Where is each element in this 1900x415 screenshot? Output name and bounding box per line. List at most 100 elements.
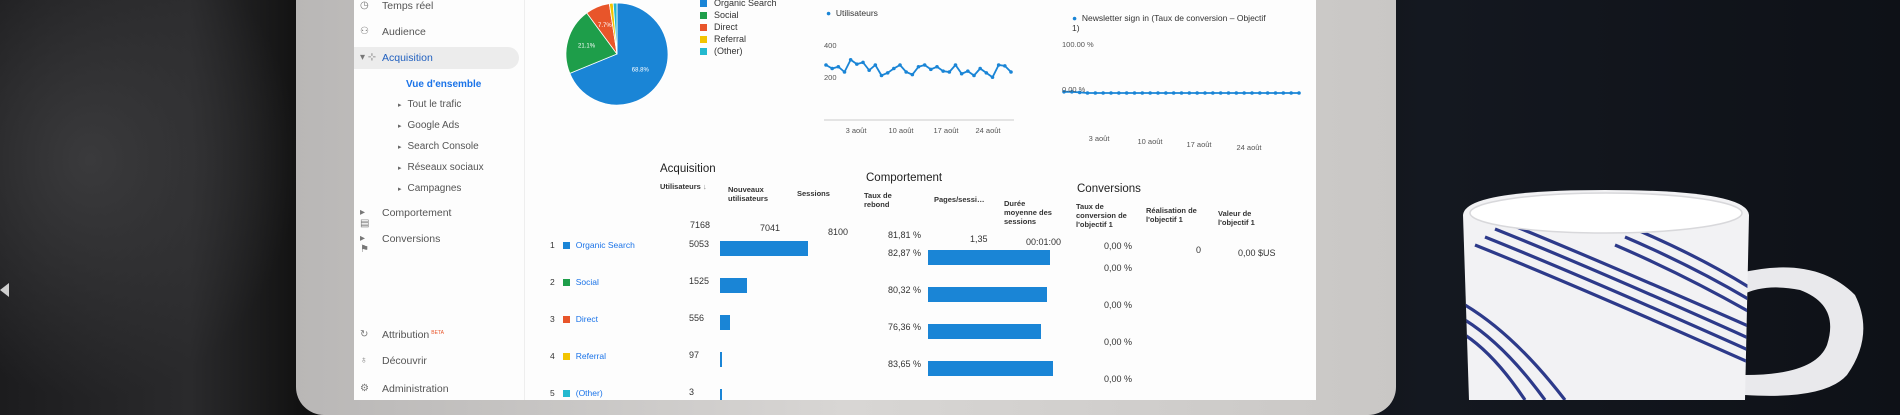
legend-item-social: Social (700, 10, 739, 20)
source-label[interactable]: 1 Organic Search (550, 240, 635, 250)
row-index: 1 (550, 240, 555, 250)
bounce-rate-value: 83,65 % (888, 359, 922, 369)
lightbulb-icon: ♁ (360, 355, 368, 366)
series-point (1297, 91, 1301, 95)
row-index: 3 (550, 314, 555, 324)
layout-icon: ▸ ▤ (360, 207, 370, 229)
series-point (959, 71, 964, 76)
source-label[interactable]: 4 Referral (550, 351, 606, 361)
conversion-rate-value: 0,00 % (1104, 337, 1133, 347)
series-point (935, 64, 939, 69)
series-point (1003, 64, 1007, 68)
sidebar-subitem-campagnes[interactable]: ▸ Campagnes (398, 183, 462, 194)
series-point (953, 63, 958, 67)
pie-slice (565, 12, 618, 74)
users-value: 3 (689, 387, 695, 397)
conversion-rate-value: 0,00 % (1104, 263, 1133, 273)
total-valeur: 0,00 $US (1238, 248, 1276, 258)
col-realisation[interactable]: Réalisation de l'objectif 1 (1146, 206, 1197, 224)
pie-slice-label: 7.7% (598, 23, 612, 29)
mug-handle (1740, 267, 1864, 396)
series-point (1179, 91, 1184, 95)
series-point (885, 71, 890, 75)
x-tick-label: 24 août (975, 126, 1001, 135)
section-comportement: Comportement (866, 172, 943, 184)
source-label[interactable]: 3 Direct (550, 314, 598, 324)
sidebar-subitem-tout-le-trafic[interactable]: ▸ Tout le trafic (398, 99, 462, 110)
source-name: Organic Search (575, 240, 635, 250)
y-tick-label: 200 (824, 73, 837, 82)
acquisition-icon: ▾ ⊹ (360, 52, 377, 63)
legend-swatch (700, 36, 707, 44)
series-point (1009, 70, 1013, 74)
clock-icon: ◷ (360, 0, 369, 11)
total-taux-conversion: 0,00 % (1104, 241, 1133, 251)
total-realisation: 0 (1196, 245, 1202, 255)
col-taux-conversion[interactable]: Taux de conversion de l'objectif 1 (1076, 202, 1127, 229)
series-point (1211, 91, 1215, 95)
col-valeur[interactable]: Valeur de l'objectif 1 (1218, 209, 1255, 227)
mug-body (1463, 190, 1749, 400)
source-label[interactable]: 2 Social (550, 277, 599, 287)
series-point (1148, 91, 1152, 95)
sort-down-icon: ↓ (702, 182, 707, 191)
col-sessions[interactable]: Sessions (797, 189, 830, 198)
x-tick-label: 17 août (933, 126, 959, 135)
series-point (1156, 91, 1160, 95)
bounce-rate-value: 76,36 % (888, 322, 922, 332)
series-point (941, 69, 945, 73)
col-pages-session[interactable]: Pages/sessi… (934, 195, 985, 204)
line2-legend: ● Newsletter sign in (Taux de conversion… (1072, 13, 1266, 33)
coffee-mug (1463, 190, 1864, 400)
sidebar-subitem-google-ads[interactable]: ▸ Google Ads (398, 120, 460, 131)
source-name: (Other) (575, 388, 603, 398)
source-name: Referral (575, 351, 606, 361)
bounce-rate-bar (928, 361, 1053, 376)
series-point (873, 63, 878, 67)
pie-slice-label: 68.8% (632, 68, 650, 74)
source-swatch (562, 242, 570, 250)
sidebar-item-acquisition[interactable]: ▾ ⊹ Acquisition (354, 47, 519, 69)
series-point (830, 66, 834, 71)
analytics-screen: ◷ Temps réel ⚇ Audience ▾ ⊹ Acquisition … (354, 0, 1316, 400)
bounce-rate-value: 80,32 % (888, 285, 922, 295)
sidebar-subitem-search-console[interactable]: ▸ Search Console (398, 141, 479, 152)
y-tick-label: 0.00 % (1062, 85, 1086, 94)
col-duree[interactable]: Durée moyenne des sessions (1004, 199, 1052, 226)
col-utilisateurs[interactable]: Utilisateurs ↓ (660, 182, 707, 191)
mug-rim (1469, 192, 1743, 234)
series-point (1250, 91, 1254, 95)
users-bar (720, 315, 730, 330)
legend-swatch (700, 0, 707, 8)
pie-slice (612, 2, 618, 55)
gear-icon: ⚙ (360, 383, 369, 394)
sidebar-subitem-vue-ensemble[interactable]: Vue d'ensemble (406, 79, 482, 90)
x-tick-label: 3 août (1089, 134, 1111, 143)
expand-triangle-icon: ▸ (398, 186, 402, 193)
line-chart-conversion: 100.00 % 0.00 % 3 août 10 août 17 août 24 aoû… (1062, 40, 1301, 152)
col-taux-rebond[interactable]: Taux de rebond (864, 191, 892, 209)
series-point (861, 60, 865, 65)
series-point (836, 64, 841, 69)
sidebar-subitem-reseaux-sociaux[interactable]: ▸ Réseaux sociaux (398, 162, 484, 173)
bounce-rate-bar (928, 287, 1048, 302)
x-tick-label: 10 août (888, 126, 914, 135)
x-tick-label: 3 août (846, 126, 868, 135)
total-utilisateurs: 7168 (690, 220, 711, 230)
bounce-rate-bar (928, 324, 1042, 339)
users-value: 556 (689, 313, 705, 323)
users-value: 97 (689, 350, 700, 360)
expand-triangle-icon: ▸ (398, 144, 402, 151)
series-point (966, 69, 970, 73)
series-point (996, 63, 1001, 67)
series-point (1265, 91, 1270, 95)
series-point (1218, 91, 1223, 95)
series-point (972, 73, 976, 78)
legend-item-direct: Direct (700, 22, 738, 32)
series-point (1140, 91, 1145, 95)
series-point (1187, 91, 1192, 95)
col-nouveaux[interactable]: Nouveaux utilisateurs (728, 185, 769, 203)
series-point (1242, 91, 1246, 95)
y-tick-label: 400 (824, 41, 837, 50)
source-label[interactable]: 5 (Other) (550, 388, 603, 398)
